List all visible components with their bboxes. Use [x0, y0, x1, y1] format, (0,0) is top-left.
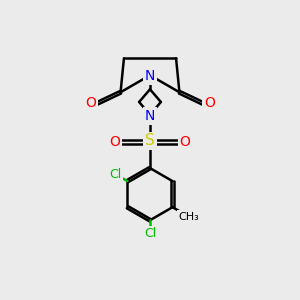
Text: N: N [145, 109, 155, 123]
Text: O: O [85, 96, 96, 110]
Text: CH₃: CH₃ [179, 212, 200, 222]
Text: O: O [204, 96, 215, 110]
Text: S: S [145, 134, 155, 148]
Text: N: N [145, 69, 155, 83]
Text: Cl: Cl [110, 168, 122, 181]
Text: O: O [180, 135, 190, 149]
Text: Cl: Cl [144, 227, 156, 240]
Text: O: O [110, 135, 120, 149]
